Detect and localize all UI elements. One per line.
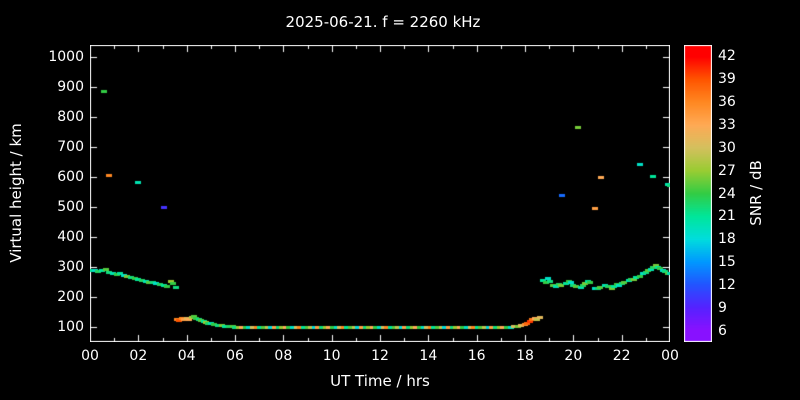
colorbar-tick-label: 15 [718, 254, 736, 271]
y-tick-label: 500 [57, 199, 84, 215]
y-tick-label: 400 [57, 229, 84, 245]
x-tick-label: 16 [467, 348, 486, 364]
y-tick-label: 600 [57, 169, 84, 185]
plot-canvas [90, 45, 670, 342]
x-tick-label: 18 [516, 348, 534, 364]
y-tick-label: 200 [57, 289, 84, 305]
colorbar-tick-label: 21 [718, 208, 736, 225]
x-tick-label: 14 [419, 348, 438, 364]
colorbar-tick-label: 36 [718, 94, 736, 111]
x-tick-label: 12 [371, 348, 389, 364]
x-tick-label: 10 [322, 348, 341, 364]
colorbar-tick-label: 12 [718, 276, 736, 293]
colorbar-tick-label: 33 [718, 116, 736, 133]
colorbar-tick-label: 27 [718, 162, 736, 179]
y-tick-label: 100 [57, 319, 84, 335]
colorbar-tick-label: 18 [718, 231, 736, 248]
x-axis-label: UT Time / hrs [330, 372, 430, 390]
x-tick-label: 00 [81, 348, 99, 364]
y-tick-label: 700 [57, 139, 84, 155]
colorbar-label: SNR / dB [747, 160, 765, 226]
chart-title: 2025-06-21. f = 2260 kHz [285, 13, 481, 31]
colorbar-tick-label: 42 [718, 48, 736, 65]
colorbar-tick-label: 9 [718, 299, 727, 316]
y-tick-label: 900 [57, 79, 84, 95]
y-tick-label: 800 [57, 109, 84, 125]
colorbar [684, 45, 712, 342]
x-tick-label: 08 [274, 348, 293, 364]
x-tick-label: 20 [564, 348, 583, 364]
x-tick-label: 22 [612, 348, 631, 364]
colorbar-tick-label: 24 [718, 185, 736, 202]
x-tick-label: 00 [661, 348, 679, 364]
x-tick-label: 06 [226, 348, 244, 364]
colorbar-tick-label: 30 [718, 139, 736, 156]
y-tick-label: 300 [57, 259, 84, 275]
y-tick-label: 1000 [48, 49, 84, 65]
x-tick-label: 04 [177, 348, 196, 364]
colorbar-tick-label: 6 [718, 322, 727, 339]
colorbar-tick-label: 39 [718, 71, 736, 88]
x-tick-label: 02 [129, 348, 148, 364]
y-axis-label: Virtual height / km [7, 123, 25, 263]
